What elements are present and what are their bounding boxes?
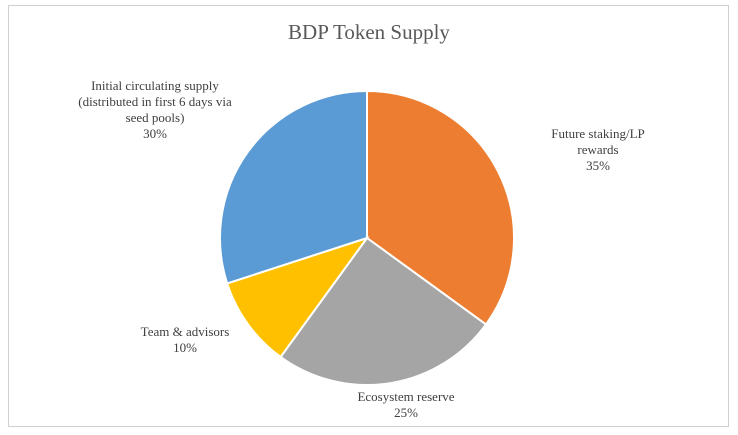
pie-slice: [225, 236, 370, 359]
data-label: Initial circulating supply (distributed …: [66, 78, 244, 142]
data-label: Ecosystem reserve 25%: [326, 389, 486, 421]
chart-title: BDP Token Supply: [288, 20, 450, 44]
pie-slice: [279, 236, 488, 386]
pie-slice: [219, 89, 368, 285]
value-label: 30%: [143, 126, 167, 141]
value-label: 35%: [586, 158, 610, 173]
category-label: Initial circulating supply (distributed …: [78, 78, 232, 125]
category-label: Team & advisors: [140, 324, 230, 339]
chart-frame: [8, 5, 729, 427]
value-label: 10%: [173, 340, 197, 355]
category-label: Future staking/LP rewards: [551, 126, 645, 157]
pie-slice: [366, 89, 515, 326]
value-label: 25%: [394, 405, 418, 420]
data-label: Team & advisors 10%: [115, 324, 255, 356]
data-label: Future staking/LP rewards 35%: [538, 126, 658, 174]
category-label: Ecosystem reserve: [357, 389, 455, 404]
